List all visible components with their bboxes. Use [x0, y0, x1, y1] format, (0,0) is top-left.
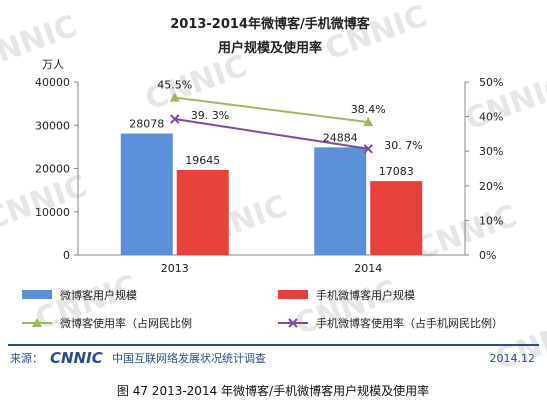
bar-label-0-0: 28078: [129, 118, 164, 131]
chart-title: 2013-2014年微博客/手机微博客: [170, 16, 371, 32]
line-marker-0-1: [363, 117, 374, 127]
legend-label-line-0: 微博客使用率（占网民比例: [60, 316, 192, 330]
y-right-tick-label: 10%: [479, 214, 503, 227]
bar-0-1: [314, 147, 367, 255]
cnnic-logo: CNNIC: [50, 349, 103, 367]
bars: [120, 133, 423, 255]
watermark-text: CNNIC: [0, 9, 82, 78]
legend-swatch-bar-1: [278, 290, 308, 299]
source-prefix: 来源：: [10, 351, 43, 365]
bar-label-1-1: 17083: [379, 165, 414, 178]
y-right-tick-label: 40%: [479, 111, 503, 124]
legend-label-bar-1: 手机微博客用户规模: [316, 288, 415, 302]
watermark-text: CNNIC: [321, 0, 432, 68]
x-tick-label: 2013: [161, 262, 189, 275]
legend-marker-stroke: [288, 318, 298, 328]
line-series-1: [174, 118, 369, 150]
watermark-text: CNNIC: [291, 274, 402, 343]
line-label-1-1: 30. 7%: [384, 139, 422, 152]
y-right-tick-label: 50%: [479, 76, 503, 89]
legend-marker-0: [32, 318, 42, 327]
y-right-tick-label: 30%: [479, 145, 503, 158]
bar-label-0-1: 24884: [323, 131, 358, 144]
line-marker-0-0: [169, 92, 180, 102]
y-left-tick-label: 40000: [35, 76, 70, 89]
line-marker-1-1: [363, 144, 373, 154]
legend-swatch-bar-0: [22, 290, 52, 299]
bar-label-1-0: 19645: [185, 154, 220, 167]
y-left-unit-label: 万人: [42, 58, 64, 71]
legend-label-bar-0: 微博客用户规模: [60, 288, 137, 302]
y-left-tick-label: 30000: [35, 119, 70, 132]
bar-0-0: [120, 133, 173, 255]
watermark-text: CNNIC: [461, 69, 547, 138]
lines: [169, 92, 374, 154]
line-marker-stroke: [170, 114, 180, 124]
line-label-0-1: 38.4%: [351, 103, 386, 116]
y-right-tick-label: 20%: [479, 180, 503, 193]
line-marker-1-0: [170, 114, 180, 124]
line-marker-stroke: [363, 144, 373, 154]
line-label-1-0: 39. 3%: [191, 109, 229, 122]
watermark-text: CNNIC: [411, 199, 522, 268]
y-left-tick-label: 10000: [35, 206, 70, 219]
source-org: 中国互联网络发展状况统计调查: [112, 351, 266, 365]
data-labels: 28078 24884 19645 17083 45.5% 38.4% 39. 3% 30. …: [129, 79, 422, 179]
legend-marker-1: [288, 318, 298, 328]
y-left-tick-label: 0: [63, 249, 70, 262]
legend-label-line-1: 手机微博客使用率（占手机网民比例）: [316, 316, 503, 330]
chart-subtitle: 用户规模及使用率: [217, 40, 322, 56]
line-series-0: [174, 96, 369, 124]
y-left-tick-label: 20000: [35, 163, 70, 176]
x-tick-label: 2014: [354, 262, 382, 275]
axes: 0 10000 20000 30000 40000 0% 10% 20% 30% 40% 50% 20…: [35, 76, 503, 275]
y-right-tick-label: 0%: [479, 249, 496, 262]
legend: 微博客用户规模 手机微博客用户规模 微博客使用率（占网民比例 手机微博客使用率（…: [22, 288, 503, 330]
bar-1-1: [370, 181, 423, 255]
line-label-0-0: 45.5%: [157, 79, 192, 92]
figure-caption: 图 47 2013-2014 年微博客/手机微博客用户规模及使用率: [117, 383, 429, 398]
bar-1-0: [176, 170, 229, 255]
source-date: 2014.12: [490, 352, 536, 365]
